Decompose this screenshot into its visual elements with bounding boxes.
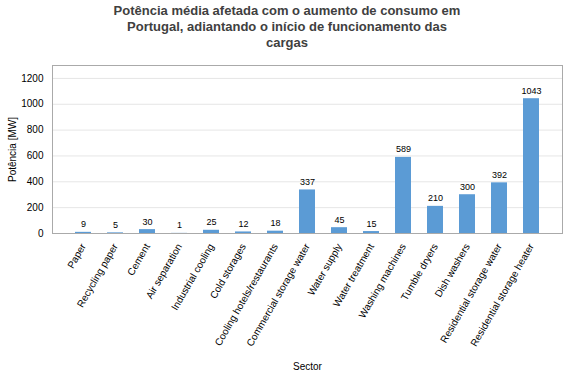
svg-text:25: 25 [206,217,216,227]
svg-text:Cold storages: Cold storages [207,241,248,301]
svg-text:800: 800 [27,124,44,135]
svg-text:Recycling paper: Recycling paper [75,241,121,309]
svg-text:Water supply: Water supply [305,241,344,298]
svg-text:Commercial storage water: Commercial storage water [244,241,312,348]
svg-text:45: 45 [334,215,344,225]
svg-text:Residential storage water: Residential storage water [438,241,504,345]
svg-text:Cooling hotels/restaurants: Cooling hotels/restaurants [212,242,280,348]
svg-text:Paper: Paper [65,241,88,270]
svg-text:9: 9 [81,219,86,229]
svg-text:Industrial cooling: Industrial cooling [169,242,216,312]
svg-text:1: 1 [177,220,182,230]
svg-text:Air separation: Air separation [143,241,184,301]
svg-text:600: 600 [27,150,44,161]
svg-text:Tumble dryers: Tumble dryers [398,241,440,303]
svg-text:5: 5 [113,220,118,230]
svg-text:Water treatment: Water treatment [330,241,376,309]
svg-text:400: 400 [27,176,44,187]
svg-text:Potência [MW]: Potência [MW] [7,117,18,182]
svg-text:30: 30 [142,217,152,227]
html-text:Potência média afetada com o a: Potência média afetada com o aumento de … [113,3,461,50]
svg-text:Washing machines: Washing machines [356,242,408,320]
svg-text:1043: 1043 [521,86,541,96]
svg-text:Dish washers: Dish washers [432,241,472,300]
svg-text:200: 200 [27,202,44,213]
svg-text:Cement: Cement [125,241,152,277]
svg-text:18: 18 [270,218,280,228]
svg-text:210: 210 [428,193,443,203]
svg-text:15: 15 [366,219,376,229]
svg-text:Residential storage heater: Residential storage heater [468,241,536,348]
svg-text:337: 337 [300,177,315,187]
svg-text:1200: 1200 [21,73,44,84]
svg-text:392: 392 [492,170,507,180]
svg-text:Sector: Sector [293,361,323,372]
svg-text:1000: 1000 [21,98,44,109]
svg-text:12: 12 [238,219,248,229]
svg-text:300: 300 [460,182,475,192]
svg-text:589: 589 [396,144,411,154]
svg-text:0: 0 [38,228,44,239]
